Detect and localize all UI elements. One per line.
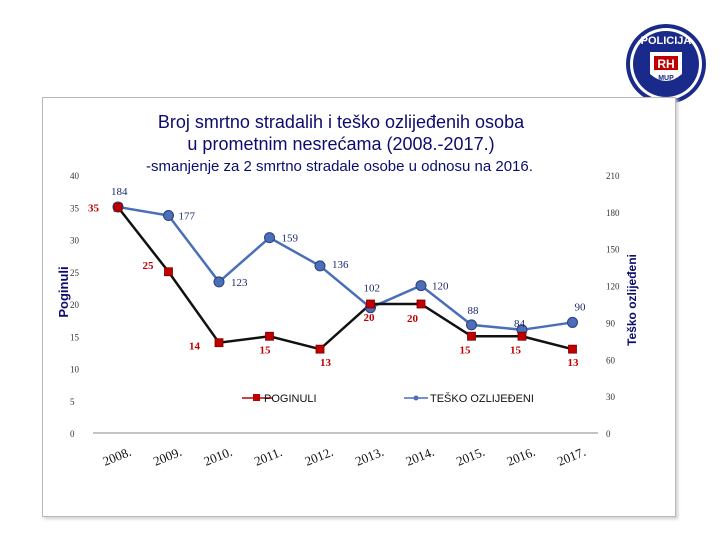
y2-axis-title: Teško ozlijeđeni <box>625 254 639 346</box>
tesko-data-label: 136 <box>332 259 349 271</box>
tesko-point <box>213 276 225 288</box>
y-tick-label: 10 <box>70 365 80 375</box>
x-tick-label: 2013. <box>353 444 386 469</box>
x-tick-label: 2016. <box>505 444 538 469</box>
poginuli-point <box>265 331 274 341</box>
tesko-point <box>163 210 174 222</box>
logo-rh-text: RH <box>657 57 674 71</box>
x-tick-label: 2011. <box>252 444 284 469</box>
x-tick-label: 2014. <box>404 444 437 469</box>
poginuli-data-label: 35 <box>88 202 100 214</box>
chart-title: Broj smrtno stradalih i teško ozlijeđeni… <box>157 112 525 132</box>
y2-tick-label: 60 <box>606 355 616 365</box>
series-line-tesko-ozlijedeni <box>117 205 573 332</box>
chart-title-line2: u prometnim nesrećama (2008.-2017.) <box>187 134 495 154</box>
y2-tick-label: 90 <box>606 318 616 328</box>
tesko-data-label: 177 <box>179 211 196 223</box>
poginuli-data-label: 15 <box>460 344 472 356</box>
poginuli-data-label: 20 <box>407 313 419 325</box>
x-tick-label: 2017. <box>555 444 588 469</box>
y-tick-label: 0 <box>70 429 75 439</box>
y2-tick-label: 120 <box>606 282 620 292</box>
poginuli-data-label: 20 <box>364 312 376 324</box>
poginuli-data-label: 14 <box>189 341 201 353</box>
poginuli-point <box>467 331 476 341</box>
tesko-data-label: 120 <box>432 281 449 293</box>
y2-tick-label: 180 <box>606 208 620 218</box>
tesko-data-label: 88 <box>468 305 480 317</box>
y-tick-label: 25 <box>70 268 80 278</box>
poginuli-data-label: 25 <box>143 260 155 272</box>
poginuli-point <box>366 299 375 309</box>
legend-label-poginuli: POGINULI <box>264 393 317 405</box>
tesko-point <box>314 260 326 272</box>
x-tick-label: 2012. <box>303 444 336 469</box>
y2-tick-label: 0 <box>606 429 611 439</box>
tesko-point <box>567 316 578 328</box>
legend-marker-poginuli <box>253 394 260 401</box>
legend-label-tesko: TEŠKO OZLIJEĐENI <box>430 392 534 405</box>
tesko-data-label: 102 <box>364 283 381 295</box>
tesko-data-label: 84 <box>514 318 526 330</box>
poginuli-point <box>568 344 577 354</box>
logo-mup-text: MUP <box>658 75 674 82</box>
poginuli-point <box>315 344 325 354</box>
y-tick-label: 20 <box>70 300 80 310</box>
poginuli-point <box>416 299 426 309</box>
poginuli-data-label: 15 <box>260 344 272 356</box>
x-tick-label: 2015. <box>454 444 487 469</box>
police-badge-logo: POLICIJA RH MUP <box>626 24 706 104</box>
y-tick-label: 35 <box>70 203 80 213</box>
tesko-data-label: 184 <box>111 186 128 198</box>
y2-tick-label: 210 <box>606 171 620 181</box>
x-tick-label: 2010. <box>202 444 235 469</box>
logo-ring-text: POLICIJA <box>641 35 692 47</box>
y2-tick-label: 30 <box>606 392 616 402</box>
tesko-point <box>415 280 427 292</box>
y-tick-label: 40 <box>70 171 80 181</box>
y2-tick-label: 150 <box>606 245 620 255</box>
poginuli-data-label: 13 <box>320 357 332 369</box>
poginuli-point <box>164 267 173 277</box>
tesko-data-label: 159 <box>282 233 299 245</box>
y-tick-label: 15 <box>70 332 80 342</box>
poginuli-point <box>517 331 527 341</box>
y-tick-label: 30 <box>70 236 80 246</box>
tesko-point <box>466 319 477 331</box>
poginuli-point <box>113 202 123 212</box>
series-line-poginuli <box>117 206 573 351</box>
slide-frame <box>42 97 676 517</box>
legend-marker-tesko <box>413 395 419 401</box>
x-tick-label: 2008. <box>101 444 134 469</box>
x-tick-label: 2009. <box>151 444 184 469</box>
tesko-data-label: 123 <box>231 277 248 289</box>
top-bar <box>0 0 720 96</box>
y-axis-title: Poginuli <box>56 266 71 317</box>
tesko-point <box>264 232 275 244</box>
y-tick-label: 5 <box>70 397 75 407</box>
poginuli-data-label: 13 <box>568 357 580 369</box>
poginuli-point <box>214 338 224 348</box>
poginuli-data-label: 15 <box>510 344 522 356</box>
tesko-data-label: 90 <box>575 301 587 313</box>
chart-subtitle: -smanjenje za 2 smrtno stradale osobe u … <box>146 158 533 175</box>
